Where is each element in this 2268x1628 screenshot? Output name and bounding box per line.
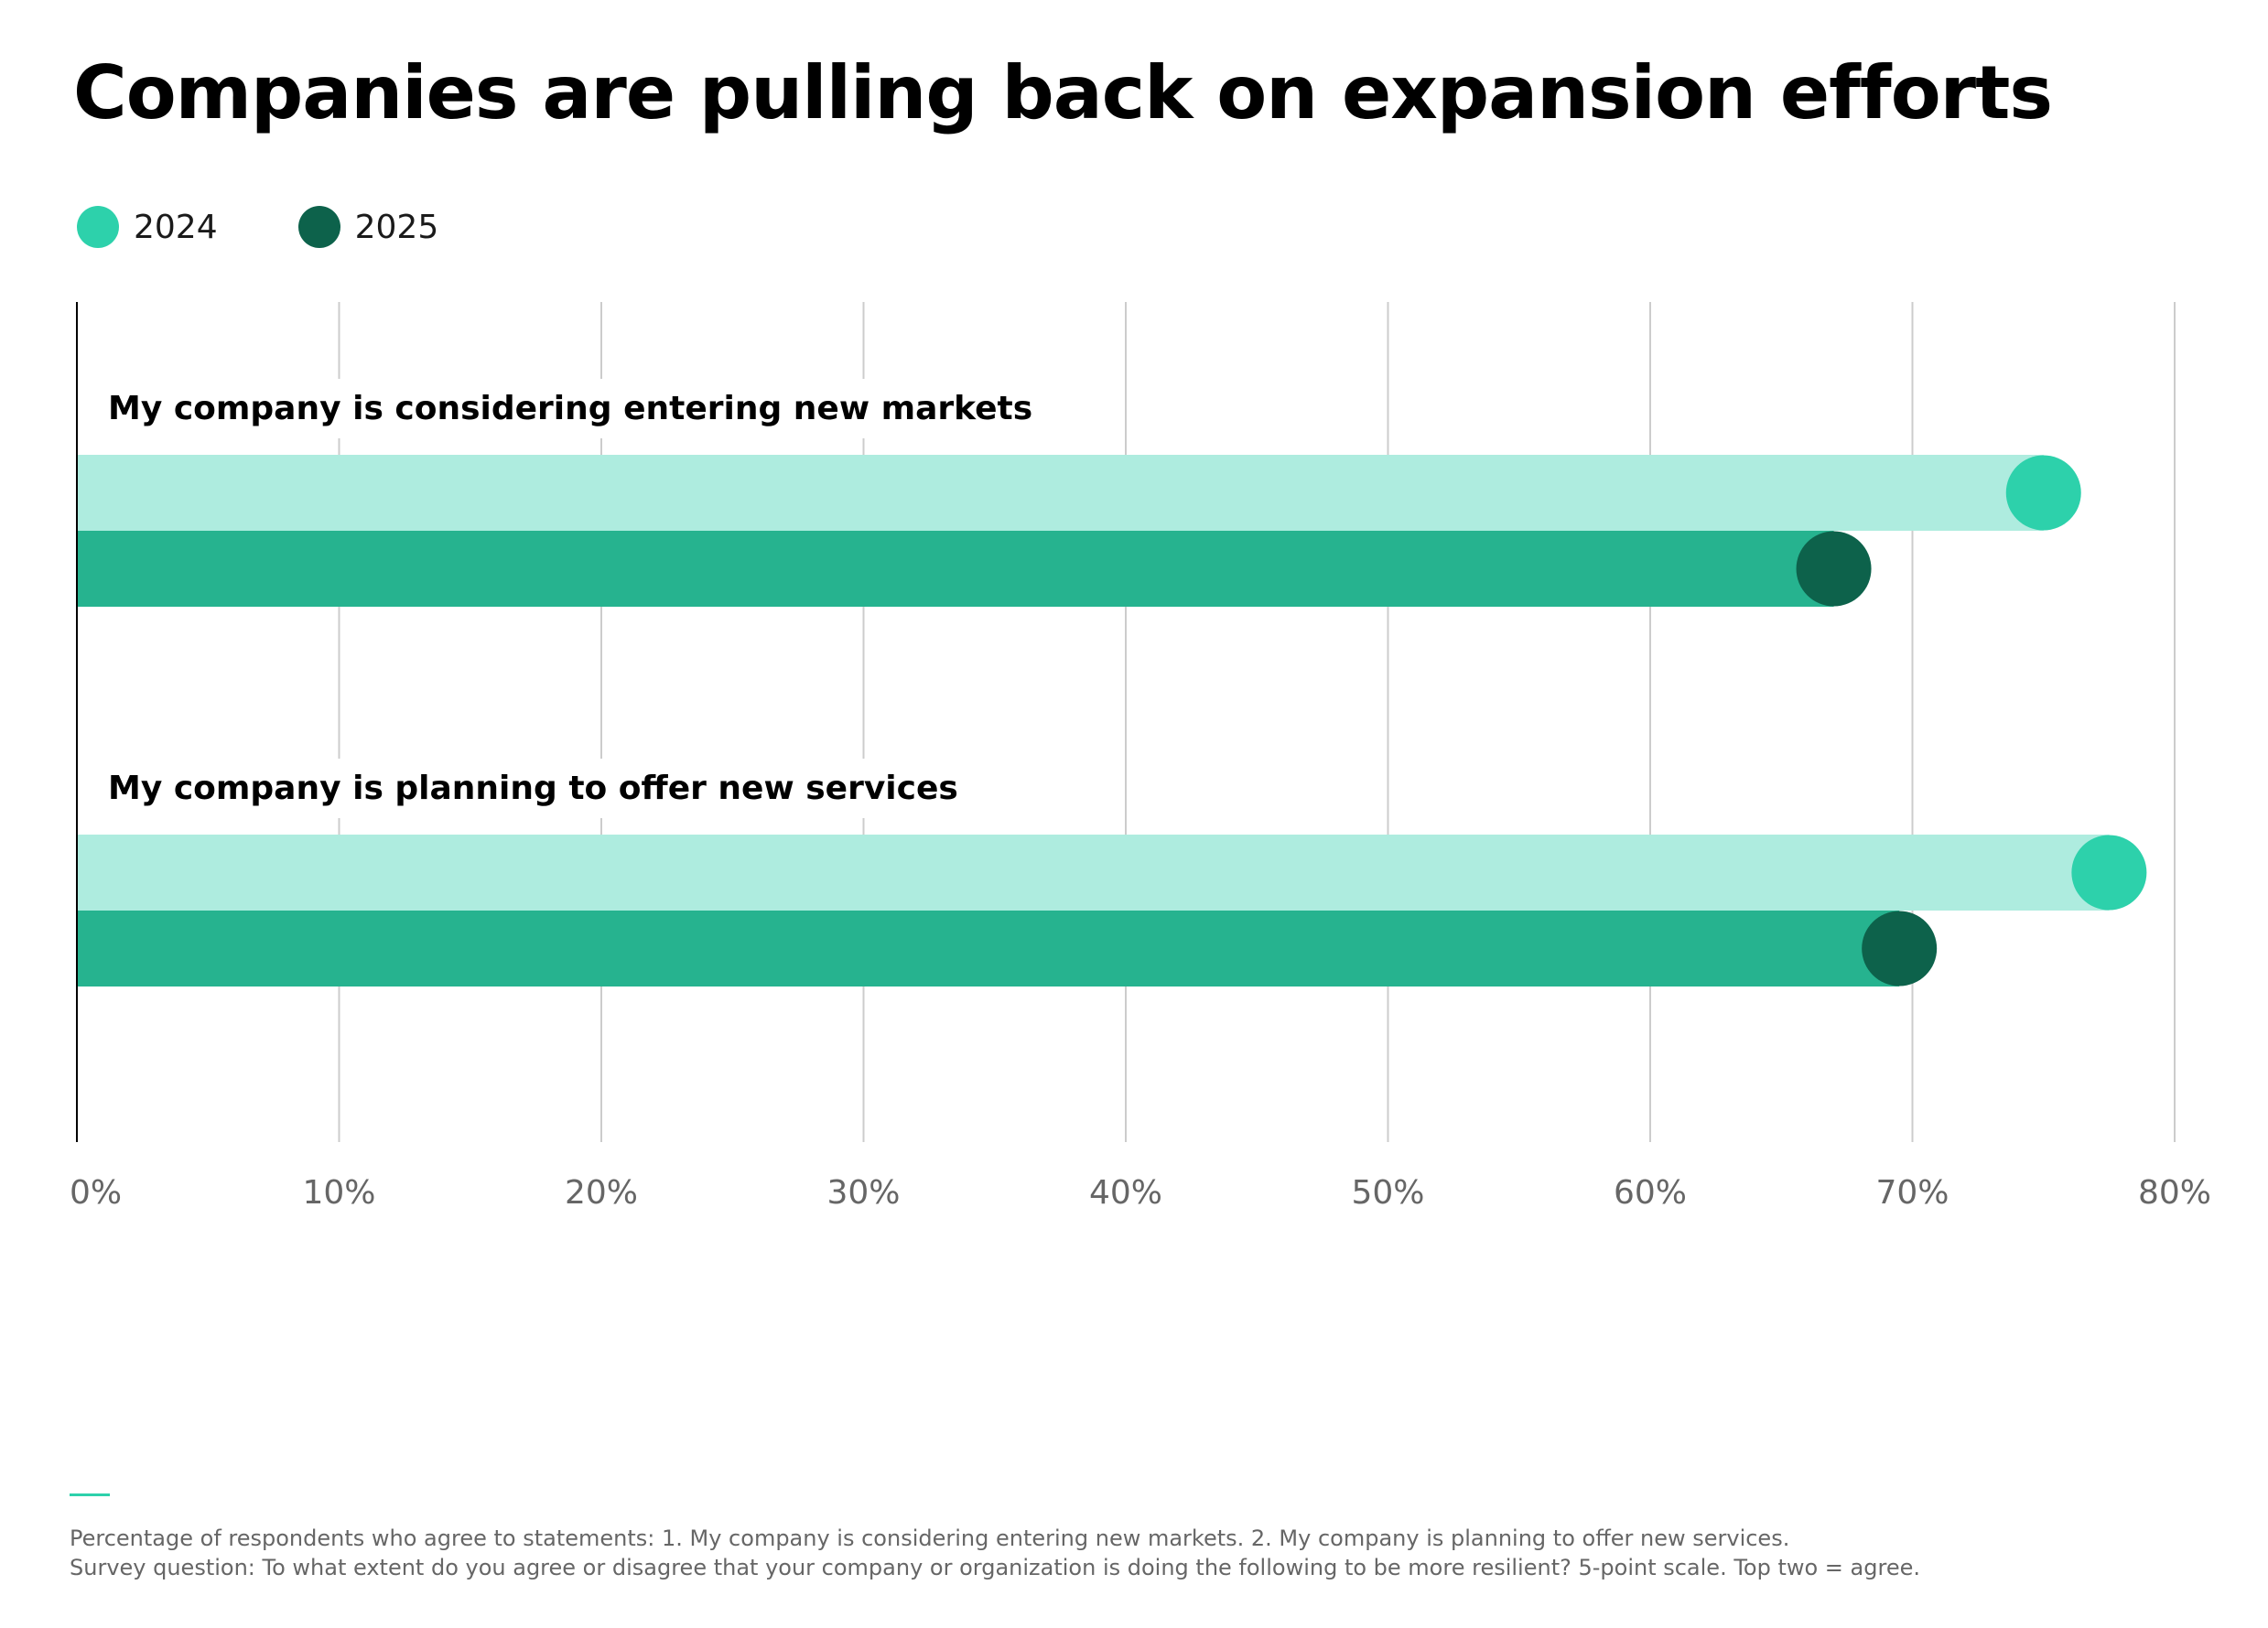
legend-label-2024: 2024	[134, 208, 218, 246]
footnote: Percentage of respondents who agree to s…	[70, 1524, 1920, 1582]
dot-2024-2	[2071, 835, 2147, 911]
tick-label-20: 20%	[565, 1174, 638, 1212]
tick-label-30: 30%	[826, 1174, 900, 1212]
legend-swatch-2024	[77, 206, 119, 248]
tick-label-80: 80%	[2138, 1174, 2211, 1212]
bar-2025-2	[77, 911, 1900, 987]
x-axis-ticks: 0% 10% 20% 30% 40% 50% 60% 70% 80%	[70, 1174, 2211, 1212]
footnote-line-2: Survey question: To what extent do you a…	[70, 1555, 1920, 1580]
bars	[77, 455, 2147, 987]
dot-2025-2	[1862, 911, 1938, 987]
legend-item-2024: 2024	[77, 206, 218, 248]
dot-2024-1	[2005, 455, 2081, 531]
tick-label-50: 50%	[1351, 1174, 1424, 1212]
footnote-line-1: Percentage of respondents who agree to s…	[70, 1526, 1790, 1551]
bar-2024-2	[77, 835, 2110, 911]
chart-title: Companies are pulling back on expansion …	[73, 50, 2053, 135]
gridlines	[338, 302, 2176, 1142]
tick-label-40: 40%	[1089, 1174, 1162, 1212]
tick-label-0: 0%	[70, 1174, 122, 1212]
tick-label-70: 70%	[1875, 1174, 1949, 1212]
category-labels: My company is considering entering new m…	[99, 379, 1042, 818]
category-label-bg-1	[99, 379, 1042, 438]
bar-2024-1	[77, 455, 2044, 531]
tick-label-60: 60%	[1614, 1174, 1687, 1212]
legend-swatch-2025	[297, 206, 340, 248]
tick-label-10: 10%	[302, 1174, 375, 1212]
legend-label-2025: 2025	[354, 208, 439, 246]
category-label-bg-2	[99, 759, 967, 818]
bar-2025-1	[77, 531, 1834, 607]
legend: 2024 2025	[77, 203, 519, 251]
category-label-1: My company is considering entering new m…	[108, 390, 1032, 427]
category-label-2: My company is planning to offer new serv…	[108, 770, 958, 807]
dot-2025-1	[1796, 531, 1872, 607]
legend-item-2025: 2025	[297, 206, 439, 248]
footnote-rule	[70, 1493, 110, 1496]
